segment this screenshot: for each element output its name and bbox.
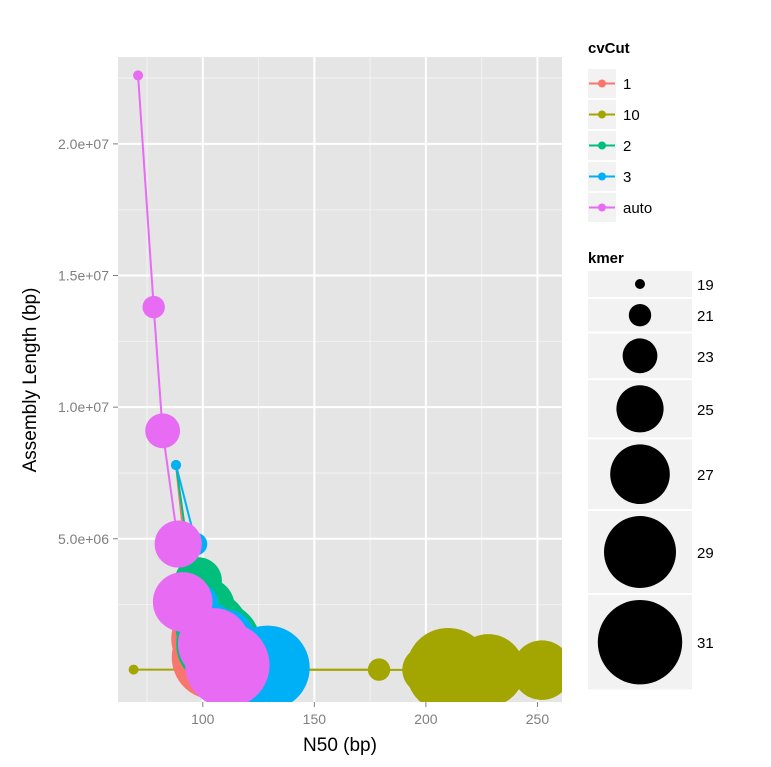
legend-item-1: 1 — [588, 69, 631, 98]
x-tick-label: 100 — [191, 711, 215, 727]
size-legend-title: kmer — [588, 250, 624, 267]
series-points-auto — [133, 70, 270, 702]
data-point — [406, 627, 491, 702]
legend-label: 10 — [623, 107, 640, 124]
data-point — [512, 640, 562, 700]
legend-label: 1 — [623, 76, 631, 93]
size-legend-item-27: 27 — [588, 439, 714, 509]
data-point — [185, 622, 270, 702]
grid-minor — [118, 57, 562, 702]
y-tick-label: 1.0e+07 — [58, 399, 109, 415]
size-legend-item-21: 21 — [588, 299, 714, 332]
x-tick-label: 150 — [303, 711, 327, 727]
legend-size-dot — [597, 600, 683, 685]
data-point — [154, 520, 202, 568]
legend-label: 27 — [697, 467, 714, 484]
size-legend: 19 21 23 25 27 29 31 — [588, 271, 714, 690]
legend-item-10: 10 — [588, 100, 640, 129]
legend-dot — [598, 172, 606, 181]
y-tick-label: 2.0e+07 — [58, 136, 109, 152]
x-tick-label: 250 — [526, 711, 550, 727]
data-point — [128, 664, 139, 675]
y-axis-title: Assembly Length (bp) — [20, 288, 41, 473]
color-legend-title: cvCut — [588, 40, 630, 57]
legend-dot — [598, 79, 606, 88]
legend-label: 29 — [697, 545, 714, 562]
size-legend-item-19: 19 — [588, 271, 714, 297]
legend-size-dot — [604, 516, 676, 588]
legend-dot — [598, 203, 606, 212]
data-point — [133, 70, 144, 81]
legend-dot — [598, 141, 606, 150]
legend-size-dot — [610, 444, 670, 505]
legend-size-dot — [635, 279, 645, 289]
legend-item-auto: auto — [588, 193, 652, 222]
x-tick-label: 200 — [414, 711, 438, 727]
x-axis-title: N50 (bp) — [303, 735, 377, 756]
series-layer — [128, 70, 562, 702]
y-tick-label: 1.5e+07 — [58, 268, 109, 284]
color-legend: 1 10 2 3 auto — [588, 69, 652, 222]
legend-label: 31 — [697, 635, 714, 652]
legend-label: 25 — [697, 402, 714, 419]
size-legend-item-25: 25 — [588, 380, 714, 438]
legend-size-dot — [628, 304, 652, 327]
legend-dot — [598, 110, 606, 119]
data-point — [367, 658, 391, 681]
legend-item-3: 3 — [588, 162, 631, 191]
size-legend-item-31: 31 — [588, 595, 714, 690]
legend-label: 3 — [623, 169, 631, 186]
legend-label: 23 — [697, 349, 714, 366]
legend-label: auto — [623, 200, 652, 217]
data-point — [142, 295, 165, 319]
data-point — [145, 413, 181, 449]
y-tick-label: 5.0e+06 — [58, 531, 109, 547]
legend-label: 19 — [697, 277, 714, 294]
data-point — [171, 460, 182, 471]
size-legend-item-23: 23 — [588, 333, 714, 379]
legend-label: 2 — [623, 138, 631, 155]
legend-size-dot — [622, 338, 658, 374]
legend-size-dot — [616, 385, 664, 433]
legend-item-2: 2 — [588, 131, 631, 160]
legend-label: 21 — [697, 308, 714, 325]
size-legend-item-29: 29 — [588, 511, 714, 593]
y-axis: 5.0e+06 1.0e+07 1.5e+07 2.0e+07 — [58, 136, 118, 547]
x-axis: 100 150 200 250 — [191, 702, 549, 727]
